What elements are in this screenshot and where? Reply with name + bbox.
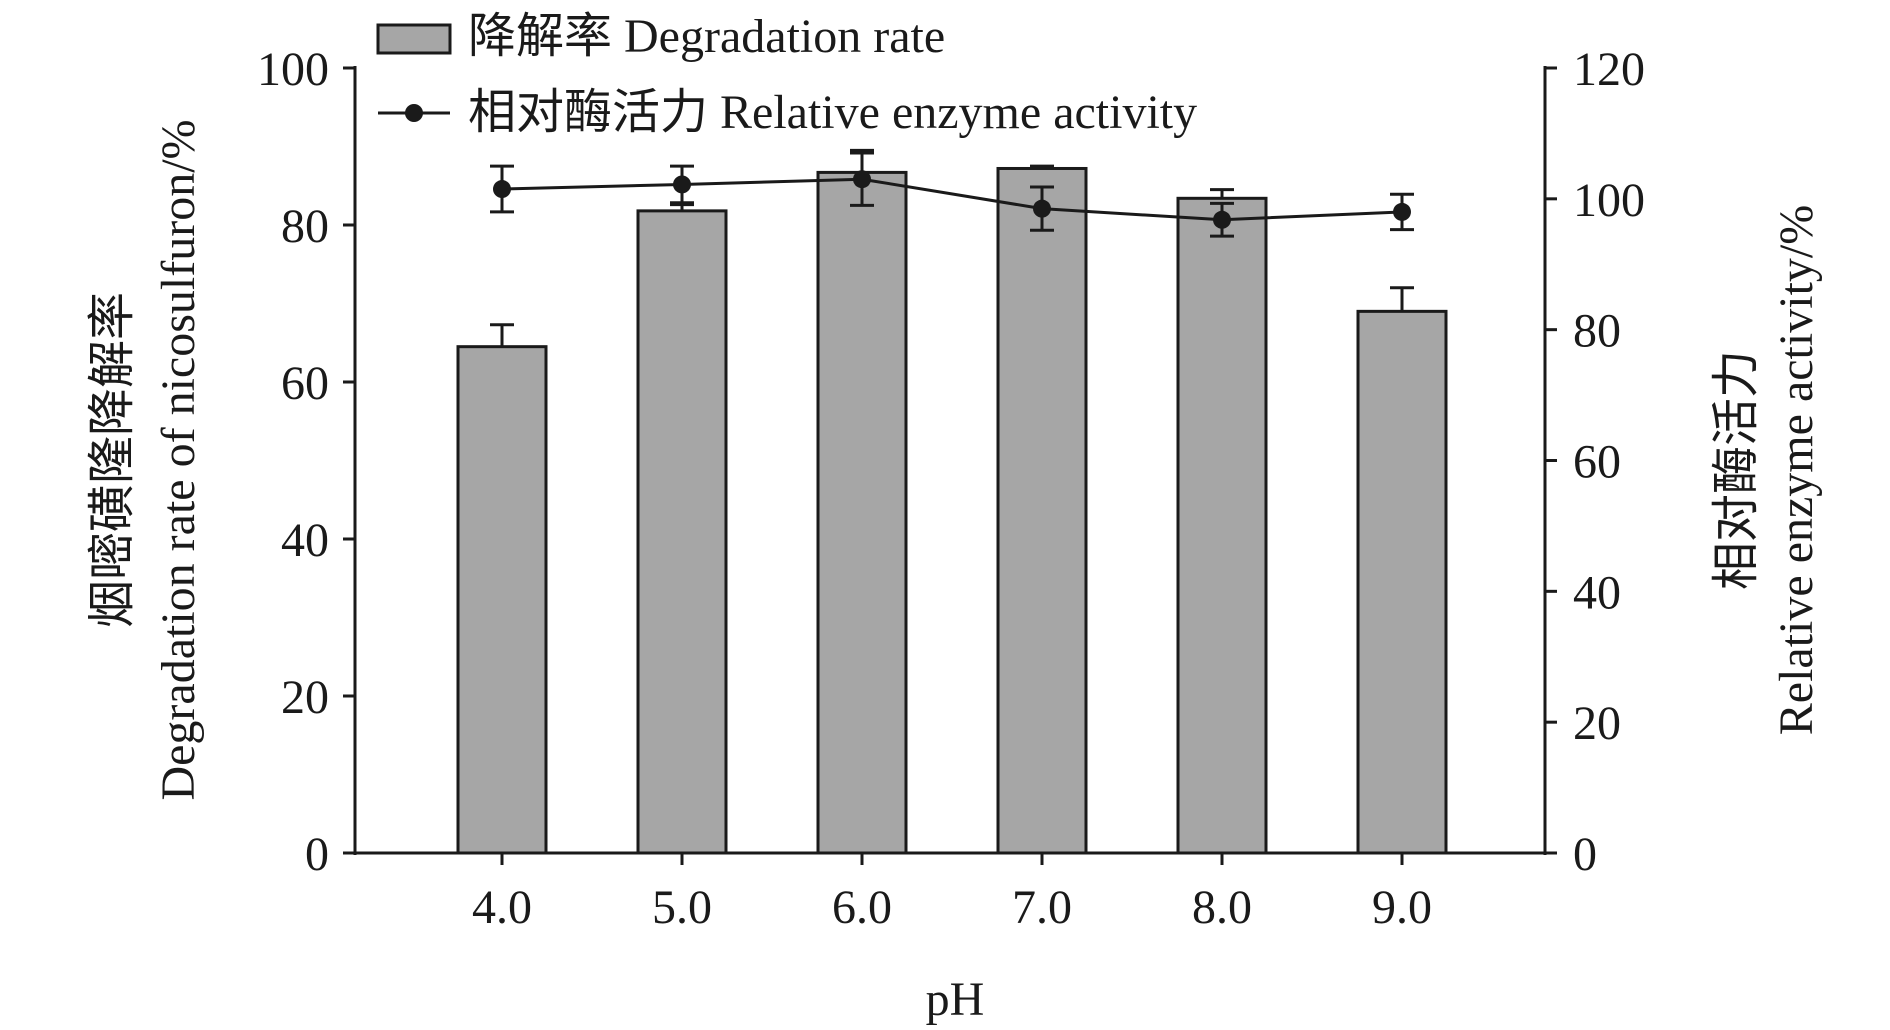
right-tick-label-20: 20 [1573,697,1621,750]
x-tick-label-9.0: 9.0 [1372,881,1432,934]
line-point-4.0 [493,180,511,199]
line-point-5.0 [673,175,691,194]
legend-bar-swatch [376,23,452,55]
right-tick-label-0: 0 [1573,828,1597,881]
bar-7.0 [996,166,1088,855]
right-tick-label-40: 40 [1573,566,1621,619]
line-point-7.0 [1033,199,1051,218]
right-tick-label-120: 120 [1573,43,1645,96]
right-tick-label-60: 60 [1573,436,1621,489]
left-tick-label-0: 0 [305,828,329,881]
line-point-9.0 [1393,202,1411,221]
right-axis-title-en: Relative enzyme activity/% [1770,205,1823,735]
x-tick-label-4.0: 4.0 [472,881,532,934]
left-axis-title-en: Degradation rate of nicosulfuron/% [152,119,205,800]
legend-line-label: 相对酶活力 Relative enzyme activity [468,86,1197,139]
line-series-relative-activity [501,177,1403,222]
x-tick-label-7.0: 7.0 [1012,881,1072,934]
x-tick-label-5.0: 5.0 [652,881,712,934]
left-axis-title-cn: 烟嘧磺隆降解率 [86,292,139,628]
right-axis-title-cn: 相对酶活力 [1710,350,1763,590]
bar-5.0 [636,209,728,855]
left-tick-label-40: 40 [281,514,329,567]
left-tick-label-20: 20 [281,671,329,724]
line-point-8.0 [1213,210,1231,229]
legend-line-marker [405,104,423,122]
x-tick-label-6.0: 6.0 [832,881,892,934]
bar-8.0 [1176,196,1268,855]
x-axis-title: pH [926,973,985,1026]
legend-bar-label: 降解率 Degradation rate [468,10,945,63]
line-point-6.0 [853,170,871,189]
bar-6.0 [816,170,908,855]
x-tick-label-8.0: 8.0 [1192,881,1252,934]
right-tick-label-80: 80 [1573,305,1621,358]
left-tick-label-100: 100 [257,43,329,96]
bar-9.0 [1356,309,1448,855]
right-tick-label-100: 100 [1573,174,1645,227]
left-tick-label-60: 60 [281,357,329,410]
left-tick-label-80: 80 [281,200,329,253]
bar-4.0 [456,345,548,855]
